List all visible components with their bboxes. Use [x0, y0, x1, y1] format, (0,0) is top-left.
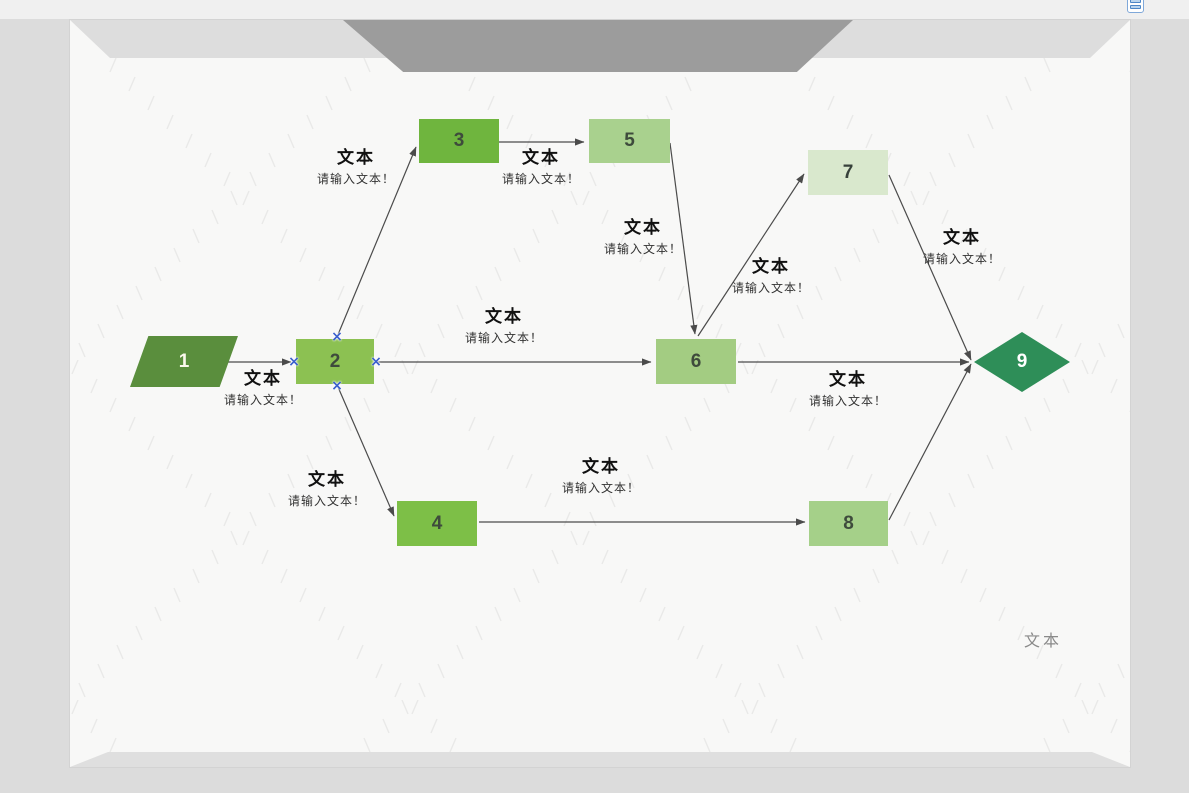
- notes-icon[interactable]: [1127, 0, 1144, 13]
- edge-label-7-9[interactable]: 文本请输入文本！: [923, 228, 1001, 266]
- connection-point-icon[interactable]: ×: [370, 354, 382, 370]
- edge-label-subtitle: 请输入文本！: [501, 172, 581, 186]
- node-1[interactable]: 1: [130, 336, 238, 387]
- corner-text[interactable]: 文本: [1023, 631, 1063, 650]
- edge-label-title: 文本: [751, 257, 790, 277]
- edge-label-title: 文本: [243, 369, 282, 389]
- edge-label-subtitle: 请输入文本！: [287, 494, 367, 508]
- edge-label-title: 文本: [484, 307, 523, 327]
- notes-icon-line: [1130, 5, 1141, 9]
- edge-label-subtitle: 请输入文本！: [223, 393, 303, 407]
- edge-label-title: 文本: [623, 218, 662, 238]
- window-top-strip: [0, 0, 1189, 19]
- edge-label-subtitle: 请输入文本！: [561, 481, 641, 495]
- connector-6-7[interactable]: [697, 173, 805, 337]
- frame-top-panel: [343, 20, 853, 72]
- edge-label-subtitle: 请输入文本！: [316, 172, 396, 186]
- edge-label-2-6[interactable]: 文本请输入文本！: [465, 307, 543, 345]
- connector-2-4[interactable]: [337, 386, 395, 517]
- edge-label-subtitle: 请输入文本！: [922, 252, 1002, 266]
- edge-label-5-6[interactable]: 文本请输入文本！: [604, 218, 682, 256]
- edge-label-2-4[interactable]: 文本请输入文本！: [288, 470, 366, 508]
- notes-icon-line: [1130, 0, 1141, 3]
- connection-point-icon[interactable]: ×: [331, 329, 343, 345]
- node-3[interactable]: 3: [419, 119, 499, 163]
- connection-point-icon[interactable]: ×: [331, 378, 343, 394]
- drawing-canvas[interactable]: [70, 20, 1130, 767]
- connector-5-6[interactable]: [669, 142, 698, 335]
- edge-label-title: 文本: [307, 470, 346, 490]
- connector-2-3[interactable]: [336, 146, 417, 338]
- edge-label-6-7[interactable]: 文本请输入文本！: [732, 257, 810, 295]
- edge-label-6-9[interactable]: 文本请输入文本！: [809, 370, 887, 408]
- edge-label-subtitle: 请输入文本！: [808, 394, 888, 408]
- node-5[interactable]: 5: [589, 119, 670, 163]
- edge-label-title: 文本: [942, 228, 981, 248]
- node-6[interactable]: 6: [656, 339, 736, 384]
- edge-label-title: 文本: [336, 148, 375, 168]
- edge-label-3-5[interactable]: 文本请输入文本！: [502, 148, 580, 186]
- edge-label-2-3[interactable]: 文本请输入文本！: [317, 148, 395, 186]
- connector-7-9[interactable]: [888, 174, 972, 361]
- edge-label-subtitle: 请输入文本！: [464, 331, 544, 345]
- edge-label-4-8[interactable]: 文本请输入文本！: [562, 457, 640, 495]
- edge-label-subtitle: 请输入文本！: [731, 281, 811, 295]
- edge-label-subtitle: 请输入文本！: [603, 242, 683, 256]
- edge-label-title: 文本: [828, 370, 867, 390]
- connector-8-9[interactable]: [888, 363, 972, 521]
- node-8[interactable]: 8: [809, 501, 888, 546]
- node-2[interactable]: 2: [296, 339, 374, 384]
- edge-label-1-2[interactable]: 文本请输入文本！: [224, 369, 302, 407]
- frame-bottom-bevel: [70, 752, 1130, 767]
- node-7[interactable]: 7: [808, 150, 888, 195]
- connection-point-icon[interactable]: ×: [288, 354, 300, 370]
- node-4[interactable]: 4: [397, 501, 477, 546]
- canvas-hatch-texture: [70, 58, 1130, 752]
- edge-label-title: 文本: [581, 457, 620, 477]
- edge-label-title: 文本: [521, 148, 560, 168]
